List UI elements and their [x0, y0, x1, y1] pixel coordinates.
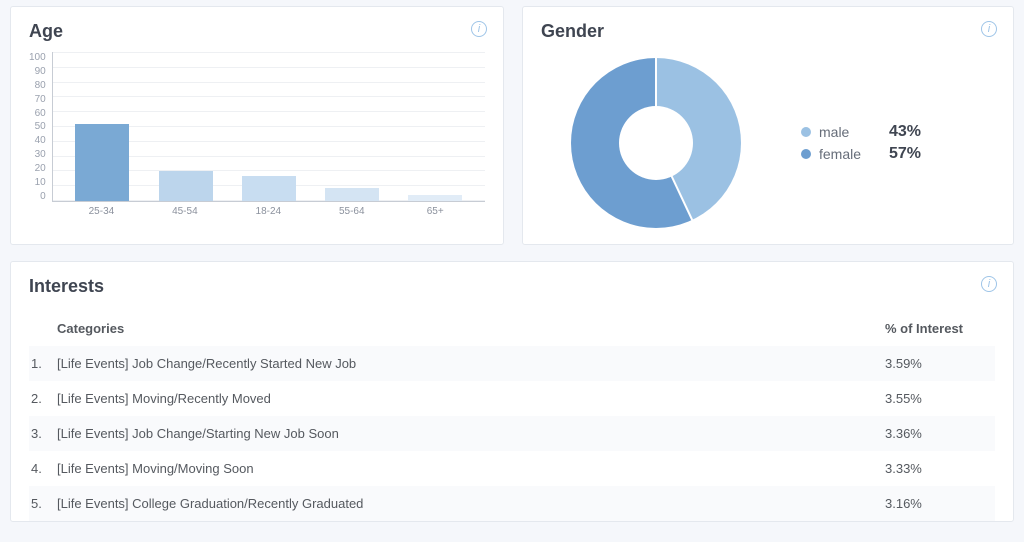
age-y-axis: 1009080706050403020100	[29, 52, 52, 202]
row-category: [Life Events] Moving/Recently Moved	[57, 391, 885, 406]
interests-title: Interests	[29, 276, 995, 297]
age-x-tick: 45-54	[158, 206, 212, 217]
row-percent: 3.59%	[885, 356, 995, 371]
age-plot-area	[52, 52, 485, 202]
age-chart: 1009080706050403020100 25-3445-5418-2455…	[29, 52, 485, 222]
age-y-tick: 10	[35, 177, 46, 188]
row-category: [Life Events] Moving/Moving Soon	[57, 461, 885, 476]
age-title: Age	[29, 21, 485, 42]
age-y-tick: 30	[35, 149, 46, 160]
row-index: 5.	[29, 496, 57, 511]
row-index: 2.	[29, 391, 57, 406]
table-row[interactable]: 4.[Life Events] Moving/Moving Soon3.33%	[29, 451, 995, 486]
age-y-tick: 80	[35, 80, 46, 91]
row-percent: 3.16%	[885, 496, 995, 511]
row-index: 1.	[29, 356, 57, 371]
age-bar[interactable]	[75, 124, 129, 201]
gender-card: Gender i male 43% female 57%	[522, 6, 1014, 245]
legend-row-female: female 57%	[801, 145, 921, 163]
interests-card: Interests i Categories % of Interest 1.[…	[10, 261, 1014, 522]
row-percent: 3.36%	[885, 426, 995, 441]
legend-label: female	[819, 146, 889, 162]
legend-swatch	[801, 149, 811, 159]
row-index: 3.	[29, 426, 57, 441]
age-bar[interactable]	[159, 171, 213, 201]
age-bar[interactable]	[408, 195, 462, 201]
age-y-tick: 100	[29, 52, 46, 63]
age-card: Age i 1009080706050403020100 25-3445-541…	[10, 6, 504, 245]
gender-legend: male 43% female 57%	[801, 119, 921, 167]
table-row[interactable]: 1.[Life Events] Job Change/Recently Star…	[29, 346, 995, 381]
table-row[interactable]: 3.[Life Events] Job Change/Starting New …	[29, 416, 995, 451]
gender-donut	[571, 58, 741, 228]
table-row[interactable]: 2.[Life Events] Moving/Recently Moved3.5…	[29, 381, 995, 416]
table-row[interactable]: 5.[Life Events] College Graduation/Recen…	[29, 486, 995, 521]
legend-value: 57%	[889, 145, 921, 163]
age-x-tick: 25-34	[74, 206, 128, 217]
age-y-tick: 60	[35, 108, 46, 119]
info-icon[interactable]: i	[471, 21, 487, 37]
row-percent: 3.33%	[885, 461, 995, 476]
row-category: [Life Events] Job Change/Starting New Jo…	[57, 426, 885, 441]
interests-table-body: 1.[Life Events] Job Change/Recently Star…	[29, 346, 995, 521]
age-y-tick: 0	[40, 191, 46, 202]
age-x-tick: 18-24	[241, 206, 295, 217]
row-category: [Life Events] Job Change/Recently Starte…	[57, 356, 885, 371]
legend-label: male	[819, 124, 889, 140]
age-y-tick: 90	[35, 66, 46, 77]
age-x-tick: 55-64	[325, 206, 379, 217]
col-percent-header: % of Interest	[885, 321, 995, 336]
info-icon[interactable]: i	[981, 21, 997, 37]
age-y-tick: 40	[35, 135, 46, 146]
gender-title: Gender	[541, 21, 995, 42]
info-icon[interactable]: i	[981, 276, 997, 292]
legend-swatch	[801, 127, 811, 137]
row-category: [Life Events] College Graduation/Recentl…	[57, 496, 885, 511]
donut-gap	[655, 58, 657, 143]
legend-row-male: male 43%	[801, 123, 921, 141]
age-x-tick: 65+	[408, 206, 462, 217]
row-index: 4.	[29, 461, 57, 476]
age-bars	[53, 52, 485, 201]
col-categories-header: Categories	[57, 321, 885, 336]
age-y-tick: 20	[35, 163, 46, 174]
age-x-axis: 25-34 45-54 18-24 55-64 65+	[52, 202, 485, 217]
row-percent: 3.55%	[885, 391, 995, 406]
age-y-tick: 50	[35, 121, 46, 132]
age-bar[interactable]	[242, 176, 296, 201]
interests-table-header: Categories % of Interest	[29, 307, 995, 346]
col-num-header	[29, 321, 57, 336]
legend-value: 43%	[889, 123, 921, 141]
age-bar[interactable]	[325, 188, 379, 201]
age-y-tick: 70	[35, 94, 46, 105]
